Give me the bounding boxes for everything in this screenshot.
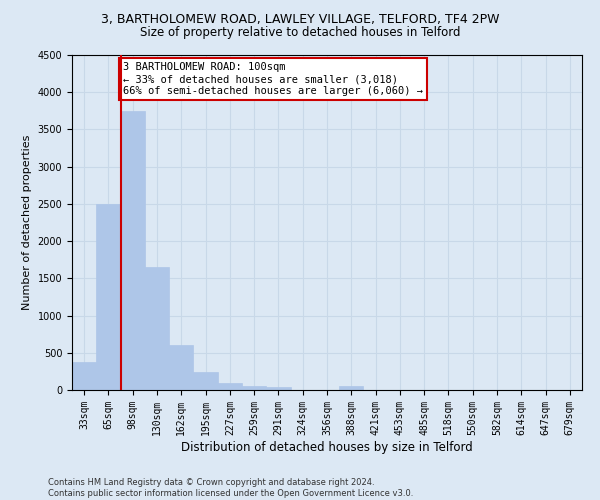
Bar bbox=[96, 204, 121, 390]
Bar bbox=[218, 382, 242, 390]
Y-axis label: Number of detached properties: Number of detached properties bbox=[22, 135, 32, 310]
Bar bbox=[72, 362, 96, 390]
Bar bbox=[266, 386, 290, 390]
Bar bbox=[339, 386, 364, 390]
Text: Contains HM Land Registry data © Crown copyright and database right 2024.
Contai: Contains HM Land Registry data © Crown c… bbox=[48, 478, 413, 498]
Bar bbox=[169, 346, 193, 390]
Text: 3, BARTHOLOMEW ROAD, LAWLEY VILLAGE, TELFORD, TF4 2PW: 3, BARTHOLOMEW ROAD, LAWLEY VILLAGE, TEL… bbox=[101, 12, 499, 26]
Bar bbox=[242, 386, 266, 390]
Bar bbox=[193, 372, 218, 390]
Text: 3 BARTHOLOMEW ROAD: 100sqm
← 33% of detached houses are smaller (3,018)
66% of s: 3 BARTHOLOMEW ROAD: 100sqm ← 33% of deta… bbox=[123, 62, 423, 96]
X-axis label: Distribution of detached houses by size in Telford: Distribution of detached houses by size … bbox=[181, 440, 473, 454]
Bar bbox=[121, 111, 145, 390]
Text: Size of property relative to detached houses in Telford: Size of property relative to detached ho… bbox=[140, 26, 460, 39]
Bar bbox=[145, 267, 169, 390]
